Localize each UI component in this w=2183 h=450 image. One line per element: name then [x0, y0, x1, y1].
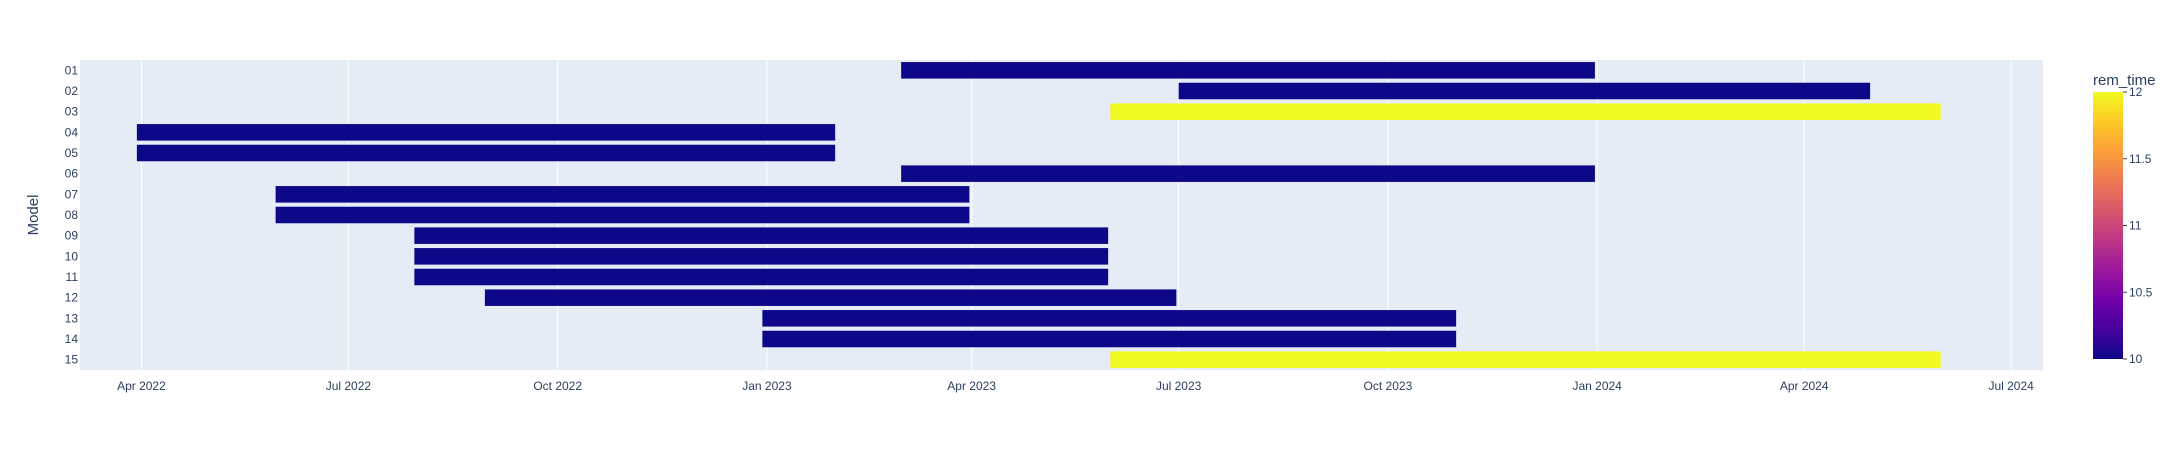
y-tick-label: 12 — [65, 291, 79, 305]
gantt-bar-11 — [414, 268, 1109, 286]
y-tick-label: 08 — [65, 208, 79, 222]
x-tick-label: Jul 2022 — [326, 379, 372, 393]
x-tick-label: Jan 2024 — [1572, 379, 1622, 393]
x-tick-label: Jan 2023 — [742, 379, 792, 393]
gantt-bar-05 — [136, 144, 836, 162]
gantt-bar-01 — [901, 62, 1595, 79]
colorbar-tick-label: 11 — [2129, 219, 2142, 233]
gantt-bar-07 — [275, 186, 970, 203]
y-tick-label: 09 — [65, 229, 79, 243]
x-tick-label: Oct 2023 — [1364, 379, 1413, 393]
x-tick-labels: Apr 2022 Jul 2022 Oct 2022 Jan 2023 Apr 2023… — [117, 379, 2034, 393]
y-tick-label: 06 — [65, 167, 79, 181]
colorbar-tick-label: 10 — [2129, 352, 2143, 366]
gantt-bar-12 — [484, 289, 1177, 306]
x-tick-label: Jul 2023 — [1156, 379, 1202, 393]
colorbar-title: rem_time — [2093, 72, 2156, 89]
y-tick-label: 04 — [65, 125, 79, 139]
gantt-bar-08 — [275, 206, 970, 224]
gantt-bar-13 — [762, 310, 1457, 327]
gantt-bar-02 — [1178, 82, 1871, 100]
y-tick-label: 14 — [65, 332, 79, 346]
colorbar-gradient — [2093, 92, 2123, 359]
bars — [136, 62, 1941, 368]
y-tick-label: 01 — [65, 63, 79, 77]
y-tick-label: 13 — [65, 311, 79, 325]
y-axis-title: Model — [25, 195, 42, 236]
gantt-bar-10 — [414, 248, 1109, 265]
colorbar-tick-label: 10.5 — [2129, 285, 2153, 299]
colorbar-ticks: 10 10.5 11 11.5 12 — [2123, 85, 2153, 366]
gantt-bar-03 — [1110, 103, 1941, 120]
x-tick-label: Jul 2024 — [1988, 379, 2034, 393]
x-tick-label: Apr 2024 — [1780, 379, 1829, 393]
colorbar-tick-label: 11.5 — [2129, 152, 2152, 166]
colorbar: rem_time 10 10.5 11 11.5 12 — [2093, 72, 2156, 366]
y-tick-label: 05 — [65, 146, 79, 160]
gantt-bar-14 — [762, 330, 1457, 348]
gantt-bar-06 — [901, 165, 1595, 182]
x-tick-label: Apr 2022 — [117, 379, 166, 393]
y-tick-label: 07 — [65, 187, 79, 201]
y-tick-label: 11 — [66, 270, 79, 284]
x-tick-label: Oct 2022 — [533, 379, 582, 393]
colorbar-tick-label: 12 — [2129, 85, 2143, 99]
y-tick-label: 10 — [65, 249, 79, 263]
gantt-bar-09 — [414, 227, 1109, 244]
y-tick-labels: 01 02 03 04 05 06 07 08 09 10 11 12 13 14 15 — [65, 63, 79, 366]
gantt-bar-04 — [136, 124, 836, 141]
x-tick-label: Apr 2023 — [947, 379, 996, 393]
gantt-bar-15 — [1110, 351, 1941, 368]
y-tick-label: 15 — [65, 353, 79, 367]
y-tick-label: 03 — [65, 105, 79, 119]
y-tick-label: 02 — [65, 84, 79, 98]
